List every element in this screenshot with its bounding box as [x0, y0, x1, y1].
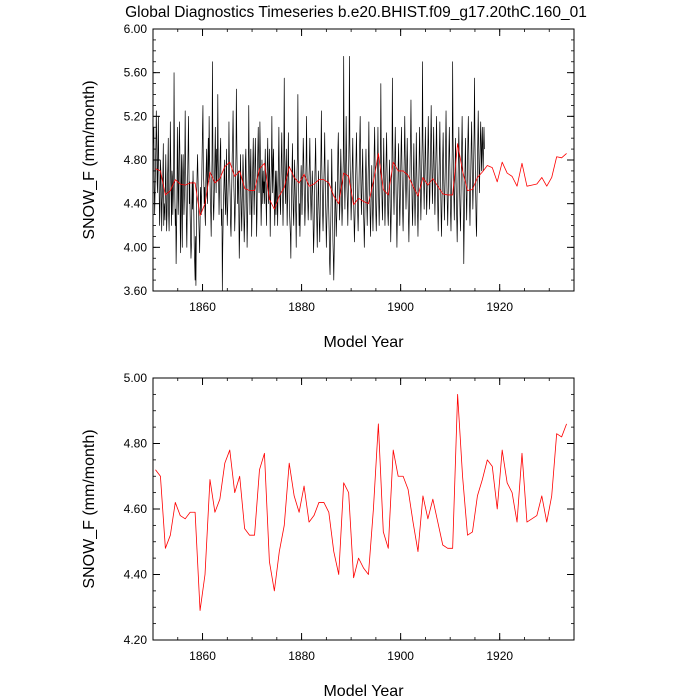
y-axis: 4.20 4.40 4.60 4.80 5.00 — [124, 371, 574, 647]
x-tick-label: 1900 — [387, 649, 414, 663]
y-tick-label: 4.20 — [124, 633, 148, 647]
y-tick-label: 4.80 — [124, 153, 148, 167]
y-tick-label: 3.60 — [124, 284, 148, 298]
y-tick-label: 5.20 — [124, 109, 148, 123]
y-tick-label: 6.00 — [124, 22, 148, 36]
x-tick-label: 1920 — [486, 649, 513, 663]
y-tick-label: 4.00 — [124, 240, 148, 254]
x-axis-label: Model Year — [323, 334, 404, 351]
x-tick-label: 1920 — [486, 300, 513, 314]
y-axis-label: SNOW_F (mm/month) — [81, 80, 98, 239]
x-tick-label: 1860 — [189, 300, 216, 314]
x-tick-label: 1900 — [387, 300, 414, 314]
y-axis: 3.60 4.00 4.40 4.80 5.20 5.60 6.00 — [124, 22, 574, 298]
annual-series-line — [155, 143, 567, 217]
y-axis-label: SNOW_F (mm/month) — [81, 429, 98, 588]
x-axis: 1860 1880 1900 1920 — [152, 378, 575, 663]
plot-area — [155, 393, 567, 611]
x-tick-label: 1880 — [288, 300, 315, 314]
x-tick-label: 1880 — [288, 649, 315, 663]
x-tick-label: 1860 — [189, 649, 216, 663]
y-tick-label: 4.80 — [124, 437, 148, 451]
y-tick-label: 4.40 — [124, 568, 148, 582]
y-tick-label: 4.40 — [124, 197, 148, 211]
plot-area — [152, 55, 567, 292]
y-tick-label: 4.60 — [124, 502, 148, 516]
timeseries-panel-annual: 4.20 4.40 4.60 4.80 5.00 1860 1880 1900 1920 Mo… — [81, 371, 575, 700]
y-tick-label: 5.60 — [124, 66, 148, 80]
x-axis: 1860 1880 1900 1920 — [152, 29, 575, 314]
figure-title: Global Diagnostics Timeseries b.e20.BHIS… — [125, 4, 587, 21]
monthly-series-line — [152, 55, 485, 292]
annual-series-line — [155, 393, 567, 611]
y-tick-label: 5.00 — [124, 371, 148, 385]
timeseries-panel-monthly: 3.60 4.00 4.40 4.80 5.20 5.60 6.00 1860 1880 190… — [81, 22, 575, 351]
x-axis-label: Model Year — [323, 683, 404, 700]
